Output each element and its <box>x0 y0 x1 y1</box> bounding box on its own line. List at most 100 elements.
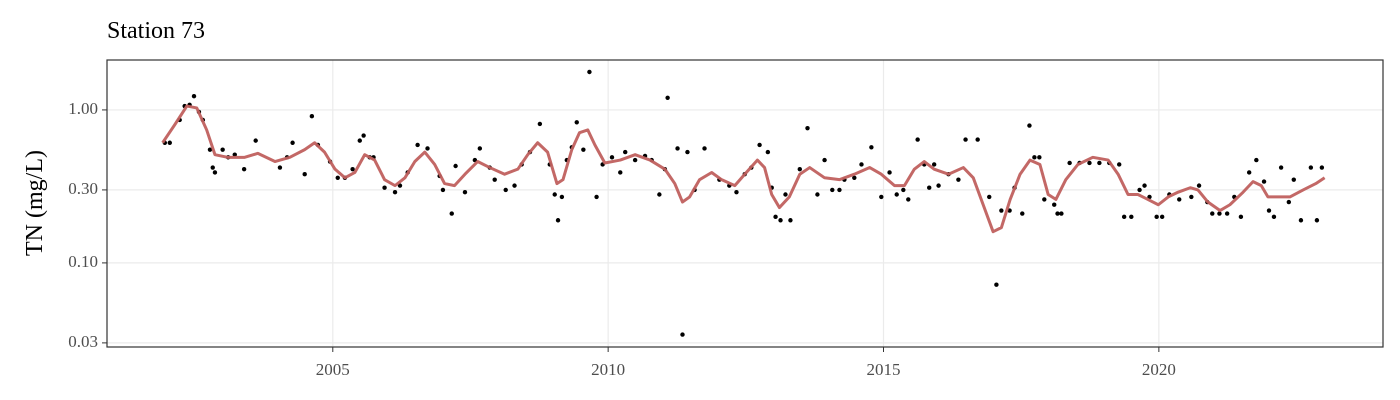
data-point <box>1261 179 1267 184</box>
data-point <box>783 192 788 197</box>
data-point <box>994 282 999 287</box>
data-point <box>1246 170 1252 175</box>
data-point <box>975 137 980 142</box>
data-point <box>657 192 662 197</box>
data-point <box>552 192 557 197</box>
data-point <box>1271 214 1277 220</box>
data-point <box>397 183 403 188</box>
data-point <box>503 187 508 193</box>
data-point <box>765 149 771 155</box>
data-point <box>702 146 707 151</box>
data-point <box>581 147 586 152</box>
data-point <box>462 189 468 195</box>
data-point <box>302 172 307 177</box>
y-tick-label: 0.30 <box>68 179 98 198</box>
data-point <box>1147 194 1152 200</box>
data-point <box>869 145 874 150</box>
y-axis-title: TN (mg/L) <box>22 150 48 256</box>
x-tick-label: 2005 <box>316 360 350 379</box>
data-point <box>987 194 992 200</box>
data-point <box>859 162 864 167</box>
data-point <box>879 194 884 200</box>
data-point <box>815 192 820 197</box>
data-point <box>999 208 1004 213</box>
data-point <box>253 138 258 143</box>
data-point <box>440 187 446 193</box>
data-point <box>559 194 565 200</box>
data-point <box>1291 177 1296 182</box>
data-point <box>1142 183 1147 188</box>
y-tick-label: 0.03 <box>68 332 98 351</box>
data-point <box>587 69 592 75</box>
data-point <box>1154 214 1159 220</box>
data-point <box>773 214 778 220</box>
data-point <box>734 189 739 195</box>
data-point <box>191 93 197 99</box>
data-point <box>1032 155 1037 160</box>
data-point <box>894 192 899 197</box>
data-point <box>453 163 458 169</box>
data-point <box>415 142 420 148</box>
data-point <box>931 162 937 167</box>
data-point <box>207 147 213 152</box>
data-point <box>1097 160 1102 166</box>
data-point <box>1254 157 1259 163</box>
data-point <box>906 197 911 202</box>
data-point <box>837 187 842 193</box>
data-point <box>537 121 543 127</box>
data-point <box>915 137 920 142</box>
data-point <box>1238 214 1244 220</box>
data-point <box>220 147 225 152</box>
data-point <box>901 187 906 193</box>
data-point <box>805 125 810 131</box>
data-point <box>1037 155 1042 160</box>
data-point <box>574 120 579 125</box>
data-point <box>1052 202 1057 207</box>
data-point <box>1117 162 1122 167</box>
data-point <box>1067 160 1072 166</box>
data-point <box>1286 199 1292 205</box>
data-point <box>1308 165 1314 170</box>
data-point <box>618 170 623 175</box>
data-point <box>425 146 430 151</box>
data-point <box>1042 197 1047 202</box>
data-point <box>392 189 398 195</box>
data-point <box>357 138 362 143</box>
plot-border <box>106 59 1384 348</box>
data-point <box>852 175 857 180</box>
data-point <box>335 175 340 180</box>
data-point <box>680 332 685 337</box>
data-point <box>1159 214 1165 220</box>
y-tick-label: 1.00 <box>68 99 98 118</box>
data-point <box>936 183 941 188</box>
x-tick-label: 2015 <box>867 360 901 379</box>
data-point <box>927 185 932 190</box>
data-point <box>1027 123 1032 128</box>
data-point <box>350 166 355 172</box>
data-point <box>555 218 561 223</box>
data-point <box>492 177 497 182</box>
data-point <box>309 113 315 119</box>
data-point <box>1137 187 1142 193</box>
data-point <box>1217 211 1222 216</box>
data-point <box>1055 211 1060 216</box>
data-point <box>822 157 827 163</box>
data-point <box>477 146 483 151</box>
data-point <box>609 155 615 160</box>
data-point <box>685 149 690 155</box>
y-tick-label: 0.10 <box>68 252 98 271</box>
data-point <box>963 137 968 142</box>
data-point <box>232 152 237 157</box>
data-point <box>956 177 961 182</box>
data-point <box>382 185 387 190</box>
x-tick-label: 2010 <box>591 360 625 379</box>
smooth-line <box>161 104 1326 234</box>
data-point <box>1278 165 1284 170</box>
data-point <box>1314 218 1320 223</box>
data-point <box>1189 194 1194 200</box>
data-point <box>887 170 892 175</box>
data-point <box>290 140 295 145</box>
data-point <box>1298 218 1304 223</box>
data-point <box>1319 165 1325 170</box>
data-point <box>632 157 638 163</box>
